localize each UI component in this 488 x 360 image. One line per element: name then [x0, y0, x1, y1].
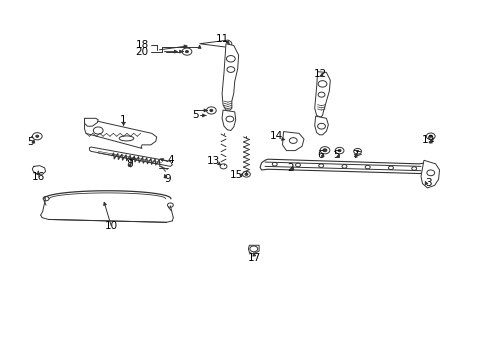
Text: 5: 5 [27, 138, 34, 147]
Circle shape [411, 167, 416, 170]
Circle shape [93, 127, 103, 134]
Text: 8: 8 [126, 158, 133, 168]
Circle shape [318, 164, 323, 167]
Circle shape [220, 164, 226, 169]
Ellipse shape [119, 136, 134, 141]
Text: 7: 7 [352, 150, 358, 160]
Circle shape [426, 133, 434, 139]
Text: 4: 4 [167, 155, 173, 165]
Polygon shape [260, 159, 427, 174]
Circle shape [43, 197, 49, 201]
Circle shape [242, 171, 250, 177]
Text: 12: 12 [313, 69, 326, 79]
Polygon shape [222, 110, 235, 131]
Polygon shape [248, 245, 259, 254]
Text: 15: 15 [229, 170, 243, 180]
Circle shape [226, 55, 235, 62]
Circle shape [365, 165, 369, 169]
Circle shape [295, 163, 300, 167]
Circle shape [167, 203, 173, 207]
Circle shape [244, 173, 247, 175]
Circle shape [209, 109, 212, 112]
Circle shape [353, 148, 361, 154]
Circle shape [225, 116, 233, 122]
Circle shape [289, 138, 297, 143]
Polygon shape [314, 116, 328, 135]
Polygon shape [199, 40, 231, 48]
Circle shape [320, 147, 329, 154]
Text: 14: 14 [269, 131, 283, 141]
Circle shape [318, 81, 326, 87]
Circle shape [182, 48, 191, 55]
Text: 11: 11 [216, 35, 229, 44]
Circle shape [323, 149, 326, 152]
Circle shape [337, 149, 340, 152]
Text: 1: 1 [120, 115, 126, 125]
Circle shape [317, 123, 325, 129]
Polygon shape [420, 160, 439, 188]
Circle shape [249, 246, 257, 252]
Text: 6: 6 [317, 150, 323, 160]
Circle shape [387, 166, 392, 170]
Text: 5: 5 [192, 111, 199, 121]
Text: 20: 20 [135, 46, 148, 57]
Circle shape [32, 133, 42, 140]
Text: 13: 13 [207, 156, 220, 166]
Polygon shape [89, 147, 172, 166]
Text: 5: 5 [332, 150, 339, 160]
Polygon shape [84, 118, 157, 148]
Text: 18: 18 [135, 40, 148, 50]
Circle shape [226, 67, 234, 72]
Circle shape [185, 50, 188, 53]
Text: 3: 3 [424, 178, 431, 188]
Text: 17: 17 [247, 253, 260, 263]
Text: 2: 2 [287, 163, 294, 173]
Circle shape [334, 147, 343, 154]
Circle shape [341, 165, 346, 168]
Circle shape [36, 135, 39, 137]
Text: 19: 19 [421, 135, 434, 145]
Text: 10: 10 [105, 221, 118, 231]
Polygon shape [314, 72, 330, 117]
Circle shape [428, 135, 431, 137]
Polygon shape [84, 118, 98, 126]
Circle shape [272, 162, 277, 166]
Polygon shape [222, 44, 238, 110]
Circle shape [206, 107, 216, 114]
Circle shape [426, 170, 434, 176]
Text: 16: 16 [32, 172, 45, 182]
Text: 9: 9 [164, 174, 170, 184]
Circle shape [318, 92, 325, 97]
Polygon shape [282, 132, 304, 150]
